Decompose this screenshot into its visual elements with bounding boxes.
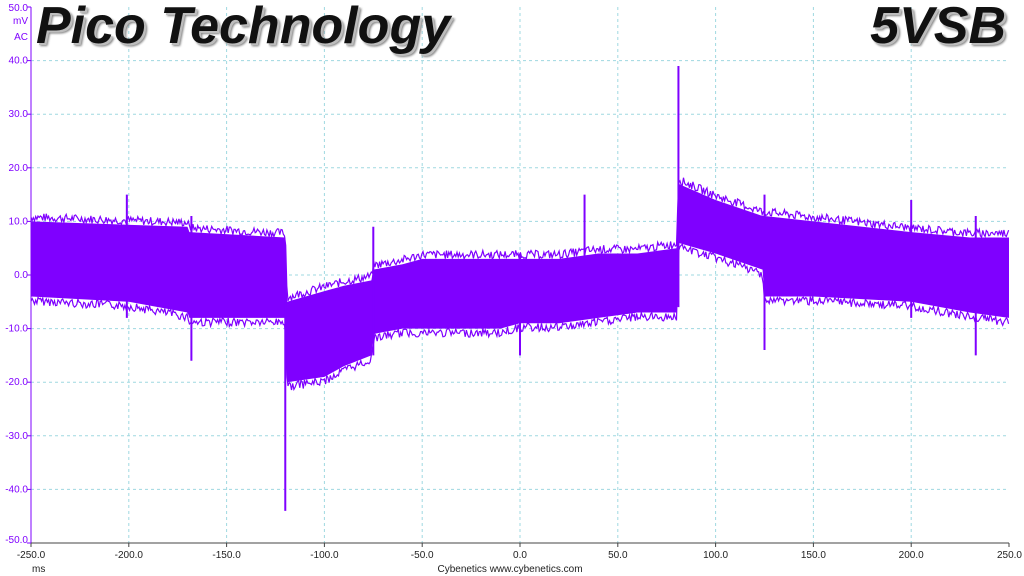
y-tick-label: 10.0 bbox=[9, 216, 29, 227]
y-tick-label: 30.0 bbox=[9, 109, 29, 120]
x-tick-label: 0.0 bbox=[513, 550, 527, 561]
x-axis-label: ms bbox=[32, 564, 45, 575]
y-tick-label: 0.0 bbox=[14, 270, 28, 281]
x-tick-label: -200.0 bbox=[115, 550, 144, 561]
y-axis-coupling: AC bbox=[14, 32, 28, 43]
chart-footer: Cybenetics www.cybenetics.com bbox=[437, 564, 582, 575]
y-tick-label: 40.0 bbox=[9, 56, 29, 67]
y-tick-label: 50.0 bbox=[9, 3, 29, 14]
x-tick-label: 150.0 bbox=[801, 550, 826, 561]
chart-subtitle: 5VSB bbox=[870, 0, 1006, 55]
y-axis-unit: mV bbox=[13, 16, 28, 27]
x-tick-label: -50.0 bbox=[411, 550, 434, 561]
x-tick-label: 250.0 bbox=[997, 550, 1022, 561]
y-tick-label: -40.0 bbox=[5, 484, 28, 495]
x-tick-label: 50.0 bbox=[608, 550, 628, 561]
y-tick-label: 20.0 bbox=[9, 163, 29, 174]
y-tick-label: -30.0 bbox=[5, 431, 28, 442]
x-tick-label: 100.0 bbox=[703, 550, 728, 561]
x-tick-label: -250.0 bbox=[17, 550, 46, 561]
x-tick-label: -100.0 bbox=[310, 550, 339, 561]
y-tick-label: -20.0 bbox=[5, 377, 28, 388]
x-tick-label: -150.0 bbox=[212, 550, 241, 561]
y-tick-label: -10.0 bbox=[5, 324, 28, 335]
x-tick-label: 200.0 bbox=[899, 550, 924, 561]
chart-title: Pico Technology bbox=[36, 0, 451, 55]
y-tick-label: -50.0 bbox=[5, 535, 28, 546]
